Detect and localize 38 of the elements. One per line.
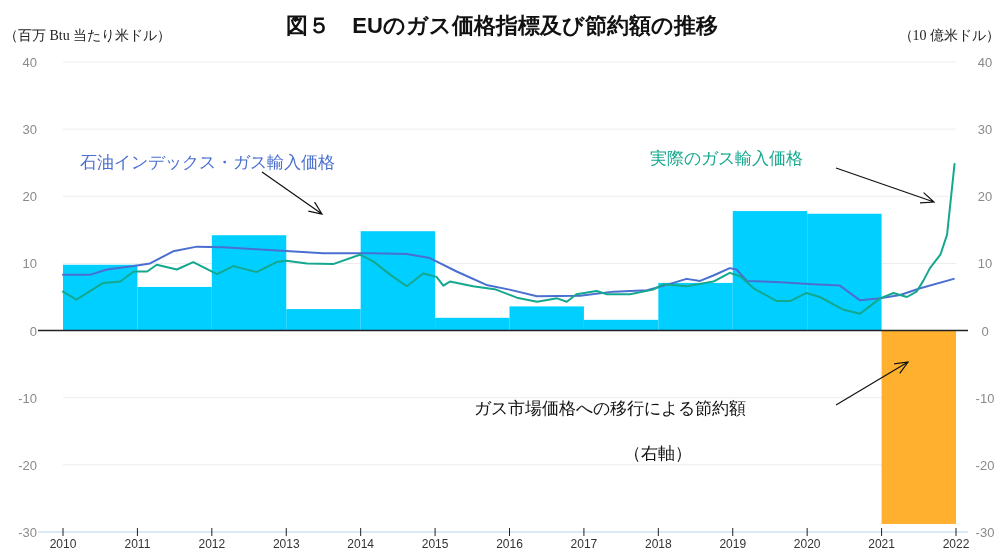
x-tick-label: 2014 xyxy=(347,537,375,551)
x-tick-label: 2018 xyxy=(644,537,672,551)
chart-title: 図５ EUのガス価格指標及び節約額の推移 xyxy=(286,13,718,38)
y-tick-label: 20 xyxy=(22,189,37,205)
y-tick-label: -20 xyxy=(18,457,37,473)
y2-tick-label: 30 xyxy=(977,122,993,138)
annotation: （右軸） xyxy=(624,444,692,463)
y2-tick-label: -30 xyxy=(975,525,995,540)
y2-tick-label: 10 xyxy=(977,256,993,272)
text: 石油インデックス・ガス輸入価格 xyxy=(80,153,335,172)
x-tick-label: 2019 xyxy=(719,537,747,551)
x-tick-label: 2016 xyxy=(496,537,524,551)
y-tick-label: 40 xyxy=(22,55,37,70)
x-tick-label: 2010 xyxy=(49,537,77,551)
x-tick-label: 2015 xyxy=(421,537,449,551)
x-tick-label: 2013 xyxy=(272,537,300,551)
y-tick-label: -30 xyxy=(18,525,37,540)
x-tick-label: 2017 xyxy=(570,537,598,551)
text: 実際のガス輸入価格 xyxy=(650,149,803,168)
y2-tick-label: 40 xyxy=(977,55,993,70)
annotation: ガス市場価格への移行による節約額 xyxy=(474,399,746,418)
y2-tick-label: 0 xyxy=(981,323,989,339)
x-tick-label: 2012 xyxy=(198,537,226,551)
x-tick-label: 2020 xyxy=(793,537,821,551)
y-tick-label: -10 xyxy=(18,390,37,406)
x-tick-label: 2021 xyxy=(868,537,896,551)
y2-axis-title: （10 億米ドル） xyxy=(898,28,1000,43)
y2-tick-label: -20 xyxy=(975,457,995,473)
line-series xyxy=(62,245,955,302)
y-axis-title: （百万 Btu 当たり米ドル） xyxy=(4,28,172,43)
y2-tick-label: 20 xyxy=(977,189,993,205)
y-tick-label: 0 xyxy=(29,323,37,339)
bar xyxy=(881,330,956,524)
y-tick-label: 10 xyxy=(22,256,37,272)
y2-tick-label: -10 xyxy=(975,390,995,406)
x-tick-label: 2011 xyxy=(124,537,151,551)
x-tick-label: 2022 xyxy=(942,537,970,551)
y-tick-label: 30 xyxy=(22,122,37,138)
